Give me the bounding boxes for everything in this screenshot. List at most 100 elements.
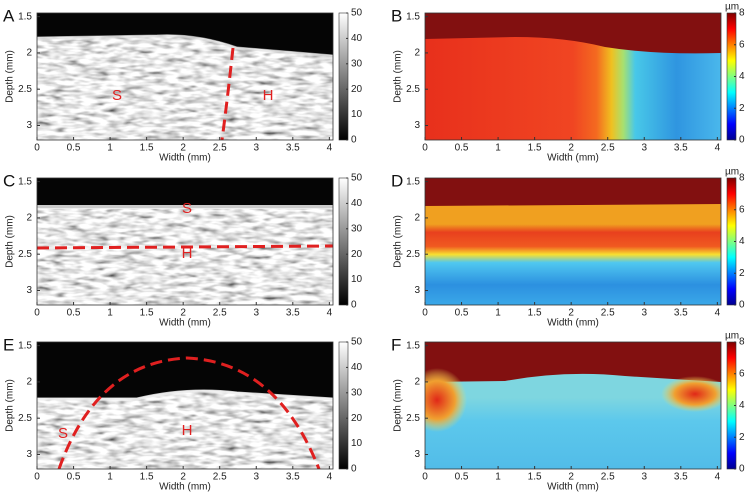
y-axis-label: Depth (mm) [5, 379, 16, 432]
colorbar-tick-label: 50 [351, 173, 363, 184]
x-tick-label: 2.5 [213, 143, 227, 154]
annotation: H [182, 245, 193, 262]
boundary [220, 47, 235, 140]
colorbar-tick-label: 50 [351, 337, 363, 348]
colorbar-tick-label: 6 [739, 39, 745, 50]
colorbar-tick-label: 6 [739, 368, 745, 379]
colorbar-tick-label: 20 [351, 84, 363, 95]
x-tick-label: 3.5 [286, 308, 300, 319]
boundary [57, 356, 321, 469]
y-tick-label: 1.5 [18, 11, 32, 22]
x-tick-label: 3.5 [674, 472, 688, 483]
boundary [37, 244, 333, 250]
y-tick-label: 2.5 [406, 249, 420, 260]
x-tick-label: 4 [327, 472, 333, 483]
x-tick-label: 0 [34, 472, 40, 483]
x-tick-label: 2.5 [601, 308, 615, 319]
hotspot [425, 368, 467, 432]
axes-frame [36, 12, 334, 141]
x-tick-label: 2 [180, 308, 186, 319]
colorbar-tick-label: 10 [351, 109, 363, 120]
colorbar-tick-label: 30 [351, 58, 363, 69]
x-tick-label: 1 [495, 308, 501, 319]
x-tick-label: 0.5 [67, 472, 81, 483]
image [425, 178, 721, 305]
colorbar-tick-label: 8 [739, 173, 745, 184]
colorbar-tick-label: 10 [351, 274, 363, 285]
image [37, 13, 333, 140]
colorbar-tick-label: 20 [351, 413, 363, 424]
y-tick-label: 2.5 [18, 249, 32, 260]
colorbar-tick-label: 2 [739, 268, 745, 279]
colorbar-tick-label: 8 [739, 8, 745, 19]
y-tick-label: 2 [26, 213, 32, 224]
annotation: S [58, 425, 68, 442]
map [425, 37, 721, 140]
colorbar-tick-label: 40 [351, 362, 363, 373]
x-tick-label: 1 [107, 143, 113, 154]
image [425, 13, 721, 140]
colorbar-tick-label: 40 [351, 198, 363, 209]
y-tick-label: 2.5 [18, 84, 32, 95]
x-tick-label: 4 [715, 143, 721, 154]
y-tick-label: 3 [414, 285, 420, 296]
x-tick-label: 2 [568, 143, 574, 154]
x-tick-label: 0 [422, 143, 428, 154]
x-tick-label: 1 [495, 143, 501, 154]
y-tick-label: 2 [26, 377, 32, 388]
x-tick-label: 0.5 [67, 308, 81, 319]
image [37, 342, 333, 469]
colorbar-tick-label: 2 [739, 103, 745, 114]
x-tick-label: 1.5 [528, 472, 542, 483]
x-tick-label: 3.5 [674, 308, 688, 319]
x-tick-label: 1.5 [528, 143, 542, 154]
colorbar-tick-label: 10 [351, 438, 363, 449]
x-tick-label: 2.5 [213, 308, 227, 319]
surface [37, 205, 333, 209]
x-tick-label: 0.5 [455, 308, 469, 319]
image [37, 178, 333, 305]
y-tick-label: 2.5 [406, 413, 420, 424]
tissue [37, 390, 333, 469]
annotation: S [112, 87, 122, 104]
x-tick-label: 4 [327, 308, 333, 319]
y-tick-label: 1.5 [406, 340, 420, 351]
hotspot [661, 376, 721, 412]
x-tick-label: 2.5 [213, 472, 227, 483]
y-tick-label: 1.5 [18, 340, 32, 351]
y-tick-label: 1.5 [406, 176, 420, 187]
colorbar-tick-label: 20 [351, 249, 363, 260]
x-tick-label: 3.5 [286, 143, 300, 154]
colorbar-tick-label: 4 [739, 400, 745, 411]
x-tick-label: 0.5 [67, 143, 81, 154]
colorbar-tick-label: 6 [739, 204, 745, 215]
y-axis-label: Depth (mm) [393, 215, 404, 268]
y-axis-label: Depth (mm) [5, 215, 16, 268]
y-tick-label: 3 [26, 285, 32, 296]
axes-frame [36, 177, 334, 306]
x-tick-label: 3 [641, 472, 647, 483]
x-tick-label: 1 [107, 472, 113, 483]
x-tick-label: 2 [568, 472, 574, 483]
colorbar-tick-label: 0 [739, 135, 745, 146]
annotation: H [263, 87, 274, 104]
map [425, 373, 721, 469]
x-tick-label: 4 [715, 472, 721, 483]
y-tick-label: 3 [414, 120, 420, 131]
x-tick-label: 3.5 [674, 143, 688, 154]
colorbar-tick-label: 0 [739, 464, 745, 475]
map [425, 204, 721, 305]
x-axis-label: Width (mm) [159, 153, 211, 164]
y-tick-label: 2 [414, 213, 420, 224]
y-tick-label: 3 [414, 449, 420, 460]
x-axis-label: Width (mm) [547, 153, 599, 164]
x-tick-label: 1.5 [140, 472, 154, 483]
axes-frame [36, 341, 334, 470]
y-tick-label: 2.5 [406, 84, 420, 95]
annotation: S [182, 200, 192, 217]
colorbar-tick-label: 50 [351, 8, 363, 19]
axes-frame [424, 177, 722, 306]
y-tick-label: 2.5 [18, 413, 32, 424]
annotation: H [182, 422, 193, 439]
